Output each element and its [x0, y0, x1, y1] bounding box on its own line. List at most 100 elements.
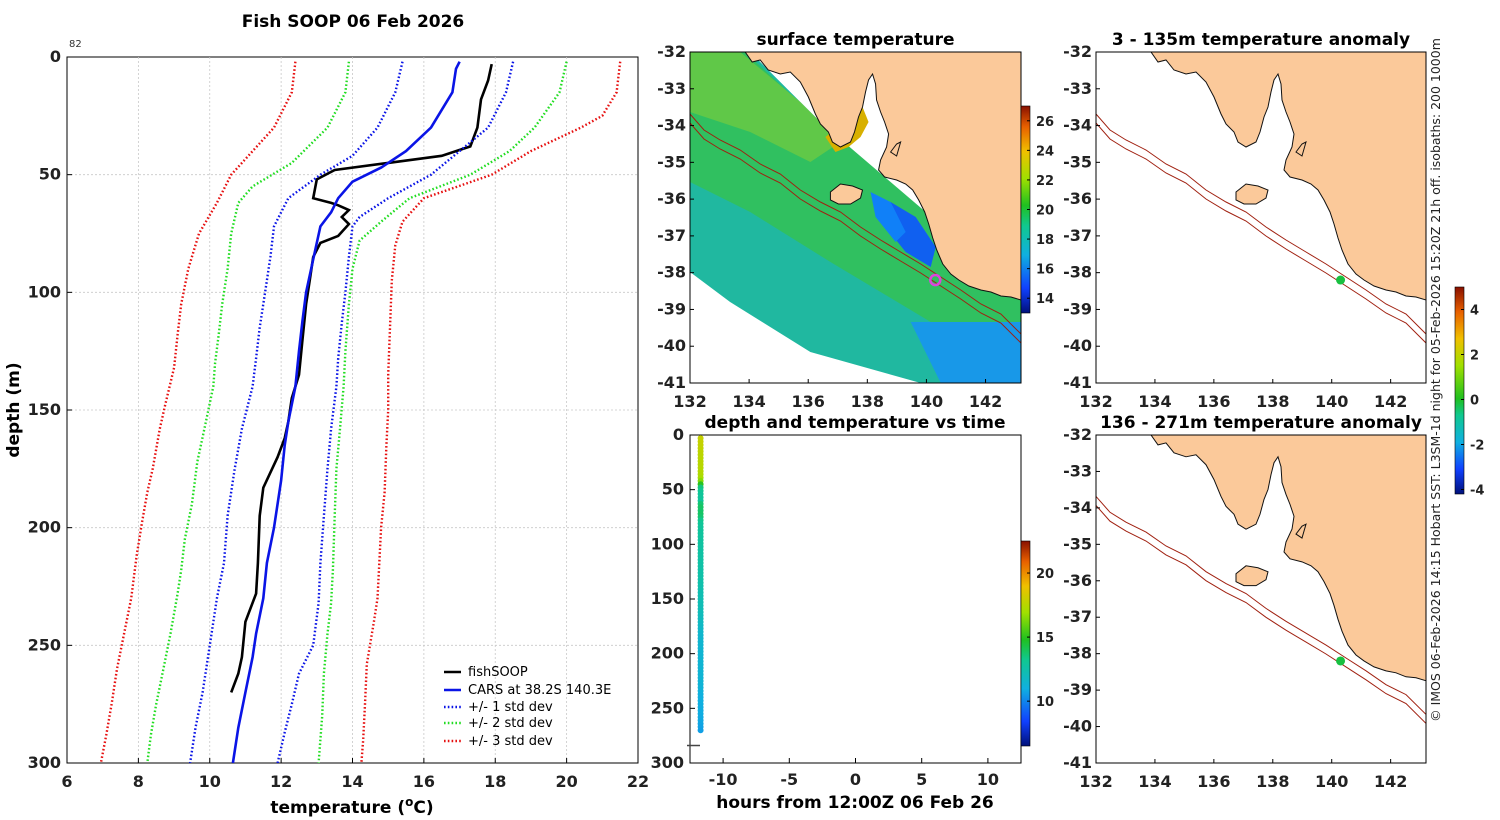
anom_deep-title: 136 - 271m temperature anomaly — [1100, 413, 1422, 433]
sst-x-tick-label: 136 — [792, 392, 825, 411]
depth-time-colorbar — [1020, 540, 1031, 747]
anom_shallow-y-tick-label: -37 — [1063, 226, 1092, 245]
sst-colorbar-label: 24 — [1036, 144, 1054, 159]
sst-x-tick-label: 132 — [673, 392, 706, 411]
depth-time-title: depth and temperature vs time — [705, 413, 1006, 433]
anomaly-colorbar-label: 0 — [1470, 394, 1479, 409]
profile-series-3 — [276, 61, 515, 763]
sst-colorbar-label: 14 — [1036, 292, 1054, 307]
anom_shallow-x-tick-label: 134 — [1138, 392, 1171, 411]
profile-y-tick-label: 50 — [39, 165, 61, 184]
anom_deep-y-tick-label: -33 — [1063, 461, 1092, 480]
anom_deep-y-tick-label: -38 — [1063, 644, 1092, 663]
sst-y-tick-label: -32 — [657, 42, 686, 61]
anom_deep-x-tick-label: 138 — [1256, 772, 1289, 791]
anom_deep-station-marker — [1336, 656, 1346, 666]
depth-time-x-axis-label: hours from 12:00Z 06 Feb 26 — [716, 793, 994, 813]
anom_shallow-y-tick-label: -40 — [1063, 336, 1092, 355]
anom_shallow-map — [1096, 52, 1426, 383]
anom_shallow-frame — [1095, 51, 1427, 384]
anom_shallow-y-tick-label: -41 — [1063, 373, 1092, 392]
profile-y-axis-label: depth (m) — [4, 362, 24, 457]
anom_shallow-x-tick-label: 142 — [1374, 392, 1407, 411]
anomaly-colorbar-label: 4 — [1470, 304, 1479, 319]
anom_deep-map — [1096, 435, 1426, 763]
anom_shallow-x-tick-label: 132 — [1079, 392, 1112, 411]
anom_deep-axes: 132 134 136 138 140 142 -32 -33 -34 -35 -36 -37 -38 -… — [1063, 425, 1427, 791]
anom_shallow-station-marker — [1336, 275, 1346, 285]
profile-y-tick-label: 100 — [28, 282, 61, 301]
sst-title: surface temperature — [756, 30, 954, 50]
profile-title: Fish SOOP 06 Feb 2026 — [242, 12, 465, 32]
sst-swath-2 — [690, 52, 841, 162]
depth-time-colorbar-label: 20 — [1036, 567, 1054, 582]
anom_deep-x-tick-label: 140 — [1315, 772, 1348, 791]
sst-map — [690, 52, 1021, 383]
anom_deep-y-tick-label: -39 — [1063, 680, 1092, 699]
sst-colorbar-label: 16 — [1036, 263, 1054, 278]
anom_deep-frame — [1095, 434, 1427, 764]
anom_shallow-y-tick-label: -39 — [1063, 299, 1092, 318]
anomaly-colorbar-label: 2 — [1470, 349, 1479, 364]
depth-time-x-tick-label: 5 — [916, 770, 927, 789]
profile-y-tick-label: 150 — [28, 400, 61, 419]
profile-x-tick-label: 10 — [199, 772, 221, 791]
depth-time-y-tick-label: 200 — [651, 644, 684, 663]
profile-series-2 — [188, 61, 404, 763]
depth-time-colorbar-label: 15 — [1036, 631, 1054, 646]
legend-entry: +/- 1 std dev — [468, 700, 553, 715]
profile-x-tick-label: 20 — [555, 772, 577, 791]
anom_deep-y-tick-label: -32 — [1063, 425, 1092, 444]
depth-time-x-tick-label: 0 — [850, 770, 861, 789]
profile-x-tick-label: 22 — [627, 772, 649, 791]
profile-axes: 6 8 10 12 14 16 18 20 22 0 50 100 150 200 250 300 — [28, 47, 650, 791]
profile-x-axis-label: temperature (oC) — [270, 795, 433, 818]
sst-y-tick-label: -41 — [657, 373, 686, 392]
sst-colorbar-label: 20 — [1036, 204, 1054, 219]
sst-y-tick-label: -36 — [657, 189, 686, 208]
anom_deep-x-tick-label: 132 — [1079, 772, 1112, 791]
anomaly-colorbar-label: -2 — [1470, 439, 1484, 454]
anom_shallow-isobath-1000m — [1096, 122, 1426, 344]
anom_shallow-y-tick-label: -38 — [1063, 263, 1092, 282]
depth-time-x-tick-label: -5 — [780, 770, 798, 789]
profile-x-tick-label: 14 — [341, 772, 363, 791]
profile-series-5 — [317, 61, 568, 763]
depth-time-point — [697, 727, 704, 734]
sst-y-tick-label: -40 — [657, 336, 686, 355]
sst-y-tick-label: -38 — [657, 263, 686, 282]
anom_deep-y-tick-label: -36 — [1063, 571, 1092, 590]
depth-time-y-tick-label: 150 — [651, 589, 684, 608]
sst-x-tick-label: 140 — [910, 392, 943, 411]
depth-time-x-tick-label: -10 — [709, 770, 738, 789]
anom_deep-y-tick-label: -34 — [1063, 498, 1092, 517]
anom_deep-y-tick-label: -35 — [1063, 534, 1092, 553]
anom_shallow-title: 3 - 135m temperature anomaly — [1112, 30, 1410, 50]
depth-time-y-tick-label: 300 — [651, 753, 684, 772]
depth-time-colorbar-label: 10 — [1036, 695, 1054, 710]
sst-colorbar-label: 18 — [1036, 233, 1054, 248]
anom_shallow-y-tick-label: -34 — [1063, 116, 1092, 135]
anom_deep-isobath-200m — [1096, 496, 1426, 715]
anom_shallow-x-tick-label: 140 — [1315, 392, 1348, 411]
sst-y-tick-label: -39 — [657, 299, 686, 318]
anom_shallow-y-tick-label: -32 — [1063, 42, 1092, 61]
legend-entry: fishSOOP — [468, 665, 528, 680]
profile-y-tick-label: 250 — [28, 635, 61, 654]
legend-entry: CARS at 38.2S 140.3E — [468, 683, 611, 698]
profile-series-0 — [229, 63, 493, 693]
sst-colorbar-label: 22 — [1036, 174, 1054, 189]
depth-time-x-tick-label: 10 — [977, 770, 999, 789]
profile-x-tick-label: 12 — [270, 772, 292, 791]
sst-swath-5 — [910, 322, 1021, 383]
sst-x-tick-label: 142 — [969, 392, 1002, 411]
anom_shallow-isobath-200m — [1096, 113, 1426, 335]
anom_shallow-y-tick-label: -35 — [1063, 152, 1092, 171]
profile-y-tick-label: 200 — [28, 518, 61, 537]
depth-time-y-tick-label: 50 — [662, 480, 684, 499]
anom_deep-y-tick-label: -41 — [1063, 753, 1092, 772]
anomaly-colorbar-label: -4 — [1470, 484, 1484, 499]
depth-time-points — [697, 435, 704, 734]
sst-y-tick-label: -34 — [657, 116, 686, 135]
